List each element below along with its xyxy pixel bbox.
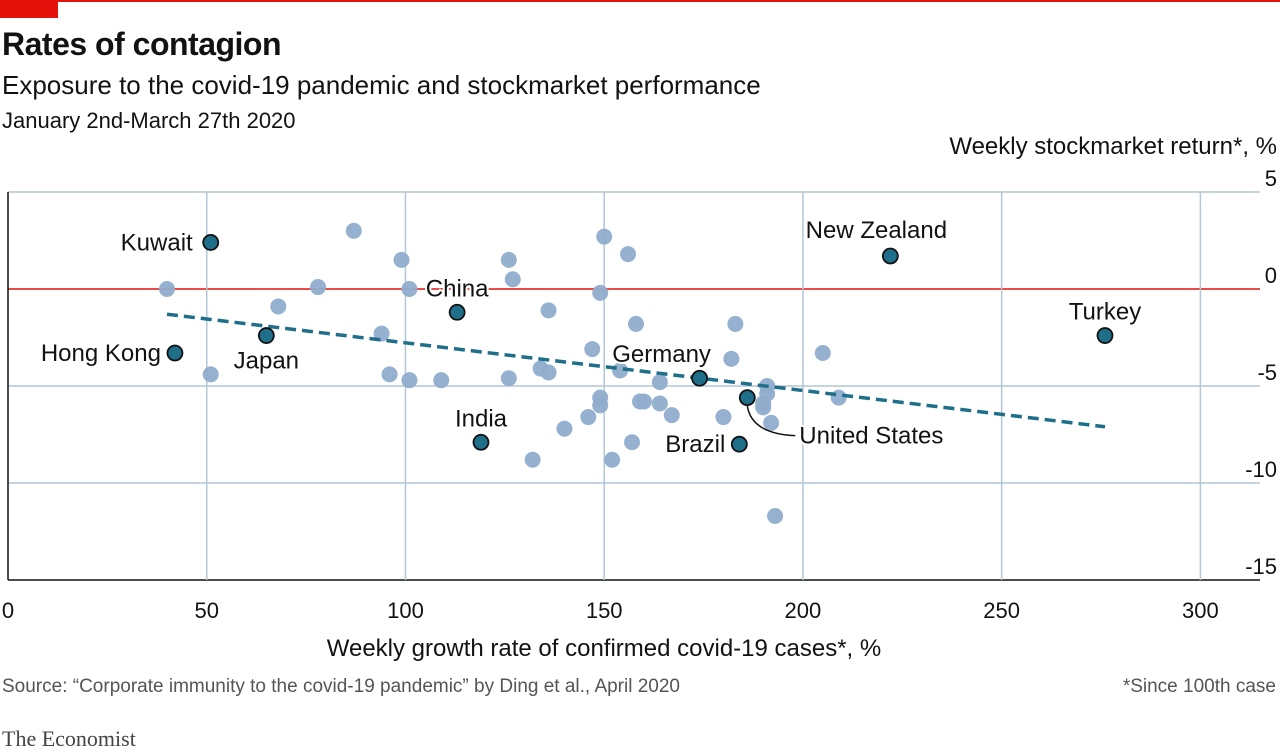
data-point	[763, 414, 780, 431]
data-point	[401, 372, 418, 389]
data-point	[270, 298, 287, 315]
data-point	[393, 251, 410, 268]
country-label: Kuwait	[121, 229, 193, 256]
data-point	[620, 246, 637, 263]
country-label: United States	[799, 423, 943, 450]
data-point	[373, 325, 390, 342]
data-point	[345, 222, 362, 239]
footnote: *Since 100th case	[1122, 676, 1276, 697]
data-point	[158, 281, 175, 297]
data-point	[381, 366, 398, 383]
data-point	[651, 395, 668, 412]
leader-line	[746, 405, 796, 437]
highlight-point	[202, 234, 220, 251]
data-point	[651, 374, 668, 391]
data-point	[635, 393, 652, 410]
data-point	[723, 350, 740, 367]
x-tick-label: 50	[194, 598, 218, 623]
data-point	[627, 315, 644, 332]
data-point	[592, 397, 609, 414]
highlight-point	[1096, 327, 1114, 344]
highlight-point	[448, 303, 466, 321]
data-point	[767, 507, 784, 524]
highlight-point	[166, 344, 184, 362]
data-point	[584, 341, 601, 358]
x-tick-label: 300	[1182, 598, 1219, 623]
x-tick-label: 250	[983, 598, 1020, 623]
x-tick-label: 150	[586, 598, 623, 623]
highlight-point	[730, 435, 748, 453]
y-tick-label: -15	[1245, 554, 1277, 579]
trend-line	[166, 312, 1106, 429]
data-point	[580, 409, 597, 426]
data-point	[202, 366, 219, 383]
country-label: Japan	[234, 348, 299, 375]
chart-date-range: January 2nd-March 27th 2020	[2, 108, 296, 133]
data-point	[755, 399, 772, 416]
country-label: Hong Kong	[41, 340, 161, 367]
brand-logo: The Economist	[2, 726, 136, 751]
highlight-point	[881, 247, 899, 265]
data-point	[401, 281, 418, 297]
country-label: Germany	[612, 341, 711, 368]
data-point	[727, 315, 744, 332]
data-point	[540, 364, 557, 381]
top-accent-box	[0, 0, 58, 18]
data-point	[759, 385, 776, 402]
y-tick-label: 5	[1265, 166, 1277, 191]
x-tick-label: 100	[387, 598, 424, 623]
data-point	[540, 302, 557, 319]
data-point	[715, 409, 732, 426]
data-point	[524, 451, 541, 468]
country-label: China	[426, 275, 489, 302]
x-tick-label: 200	[785, 598, 822, 623]
country-label: New Zealand	[806, 217, 947, 244]
data-point	[604, 451, 621, 468]
data-point	[433, 372, 450, 389]
y-tick-label: -10	[1245, 457, 1277, 482]
y-axis-label: Weekly stockmarket return*, %	[949, 133, 1277, 160]
x-tick-label: 0	[2, 598, 14, 623]
data-point	[814, 345, 831, 362]
data-point	[596, 228, 613, 245]
data-point	[663, 407, 680, 424]
data-point	[500, 251, 517, 268]
country-label: India	[455, 405, 508, 432]
x-axis-label: Weekly growth rate of confirmed covid-19…	[327, 635, 881, 662]
highlight-point	[257, 327, 275, 344]
chart-subtitle: Exposure to the covid-19 pandemic and st…	[2, 70, 761, 100]
source-note: Source: “Corporate immunity to the covid…	[2, 676, 680, 697]
top-accent-line	[0, 0, 1280, 2]
data-point	[504, 271, 521, 288]
highlight-point	[738, 389, 756, 407]
data-point	[556, 420, 573, 437]
data-point	[592, 284, 609, 301]
data-point	[310, 279, 327, 296]
highlight-point	[691, 369, 708, 387]
y-tick-label: -5	[1257, 360, 1277, 385]
data-point	[500, 370, 517, 387]
data-point	[830, 389, 847, 406]
highlight-point	[472, 433, 490, 451]
y-tick-label: 0	[1265, 263, 1277, 288]
country-label: Turkey	[1069, 299, 1141, 326]
chart-title: Rates of contagion	[2, 26, 282, 62]
country-label: Brazil	[665, 431, 725, 458]
data-point	[624, 434, 641, 451]
